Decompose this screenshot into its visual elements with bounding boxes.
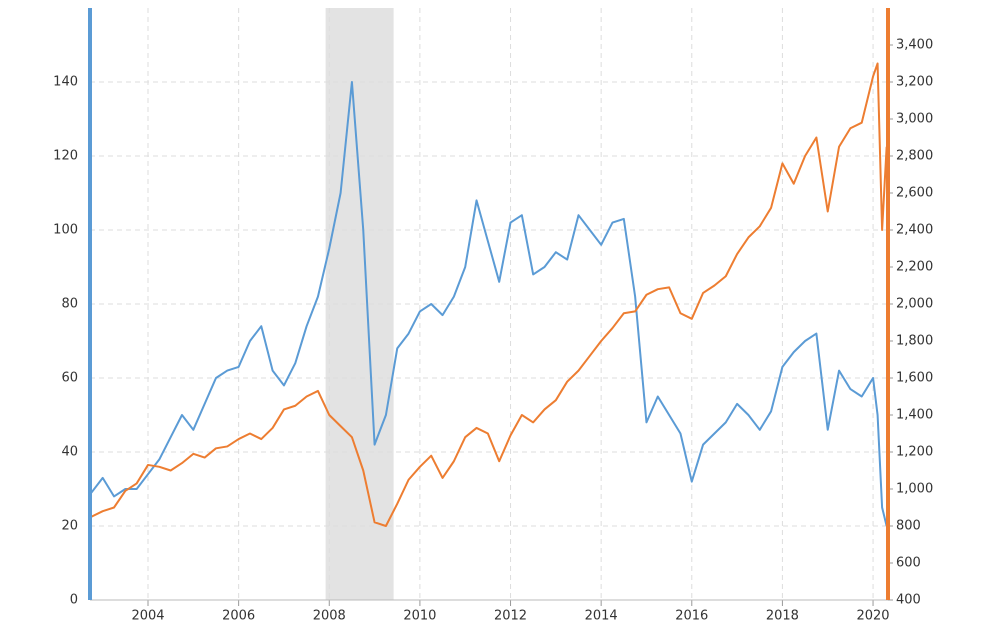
y2-tick-label: 1,400 <box>896 408 933 423</box>
y2-tick-label: 2,200 <box>896 260 933 275</box>
y2-tick-label: 3,400 <box>896 38 933 53</box>
y2-tick-label: 2,000 <box>896 297 933 312</box>
y2-tick-label: 1,000 <box>896 482 933 497</box>
y2-tick-label: 1,200 <box>896 445 933 460</box>
y2-tick-label: 2,400 <box>896 223 933 238</box>
y-tick-label: 100 <box>53 223 78 238</box>
y-tick-label: 80 <box>61 297 78 312</box>
x-tick-label: 2004 <box>131 609 164 624</box>
y-tick-label: 120 <box>53 149 78 164</box>
y2-tick-label: 2,800 <box>896 149 933 164</box>
series-line <box>90 62 888 527</box>
y-tick-label: 40 <box>61 445 78 460</box>
x-tick-label: 2020 <box>856 609 889 624</box>
y-tick-label: 20 <box>61 519 78 534</box>
series-line <box>90 81 888 527</box>
x-tick-label: 2012 <box>494 609 527 624</box>
y2-tick-label: 600 <box>896 556 921 571</box>
y2-tick-label: 400 <box>896 593 921 608</box>
x-tick-label: 2016 <box>675 609 708 624</box>
y-tick-label: 60 <box>61 371 78 386</box>
y-tick-label: 140 <box>53 75 78 90</box>
y2-tick-label: 1,600 <box>896 371 933 386</box>
y2-tick-label: 800 <box>896 519 921 534</box>
y-tick-label: 0 <box>70 593 78 608</box>
y2-tick-label: 3,200 <box>896 75 933 90</box>
x-tick-label: 2018 <box>766 609 799 624</box>
x-tick-label: 2014 <box>585 609 618 624</box>
x-tick-label: 2010 <box>403 609 436 624</box>
y2-tick-label: 3,000 <box>896 112 933 127</box>
x-tick-label: 2008 <box>313 609 346 624</box>
y2-tick-label: 2,600 <box>896 186 933 201</box>
y2-tick-label: 1,800 <box>896 334 933 349</box>
x-tick-label: 2006 <box>222 609 255 624</box>
